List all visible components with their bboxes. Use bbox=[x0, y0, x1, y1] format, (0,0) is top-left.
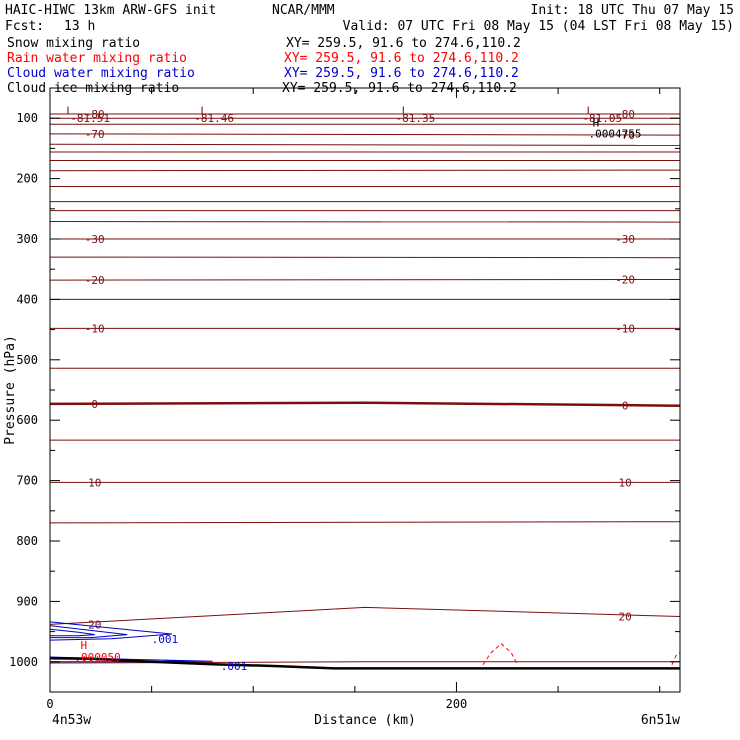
y-tick-label: 600 bbox=[16, 413, 38, 427]
contour-annotation: H bbox=[593, 116, 600, 129]
rain-water-contour bbox=[671, 652, 681, 666]
isotherm-label: 0 bbox=[91, 398, 98, 411]
x-tick-label: 200 bbox=[446, 697, 468, 711]
isotherm-label: -20 bbox=[85, 274, 105, 287]
isotherm-label: -30 bbox=[615, 233, 635, 246]
contour-annotation: .001 bbox=[221, 660, 248, 673]
isotherm-label: -10 bbox=[615, 322, 635, 335]
y-tick-label: 500 bbox=[16, 353, 38, 367]
isotherm-label: 20 bbox=[88, 618, 101, 631]
isotherm-line bbox=[49, 521, 681, 524]
isotherm-line bbox=[49, 133, 681, 136]
isotherm-label: -30 bbox=[85, 233, 105, 246]
contour-annotation: -81.51 bbox=[70, 112, 110, 125]
y-tick-label: 800 bbox=[16, 534, 38, 548]
contour-annotation: L bbox=[66, 104, 73, 117]
rain-water-contour bbox=[482, 643, 518, 666]
x-tick-label: 0 bbox=[46, 697, 53, 711]
isotherm-line bbox=[49, 401, 681, 407]
forecast-hour: 13 h bbox=[64, 19, 95, 34]
contour-annotation: .0004755 bbox=[589, 127, 642, 140]
y-tick-label: 1000 bbox=[9, 655, 38, 669]
contour-annotation: L bbox=[402, 104, 409, 117]
plot-frame bbox=[49, 87, 681, 693]
y-axis-label: Pressure (hPa) bbox=[3, 335, 18, 445]
field-name-rain: Rain water mixing ratio bbox=[7, 51, 187, 66]
y-tick-label: 200 bbox=[16, 172, 38, 186]
y-tick-label: 900 bbox=[16, 594, 38, 608]
field-name-snow: Snow mixing ratio bbox=[7, 36, 140, 51]
isotherm-label: -70 bbox=[85, 128, 105, 141]
contour-annotation: -81.35 bbox=[395, 112, 435, 125]
init-time: Init: 18 UTC Thu 07 May 15 bbox=[531, 3, 735, 18]
cloud-water-contour bbox=[49, 621, 172, 641]
isotherm-line bbox=[49, 143, 681, 146]
isotherm-line bbox=[49, 256, 681, 259]
isotherm-line bbox=[49, 169, 681, 172]
field-xy-snow: XY= 259.5, 91.6 to 274.6,110.2 bbox=[286, 36, 521, 51]
contour-annotation: .000050 bbox=[74, 651, 120, 664]
x-endpoint-right: 6n51w bbox=[641, 713, 680, 728]
forecast-label: Fcst: bbox=[5, 19, 44, 34]
isotherm-label: -70 bbox=[615, 129, 635, 142]
x-endpoint-left: 4n53w bbox=[52, 713, 91, 728]
contour-annotation: -81.46 bbox=[194, 112, 234, 125]
contour-annotation: H bbox=[80, 639, 87, 652]
plot-area: -80 -80-70 -70-30 -30-20 -20-10 -100 010 102020… bbox=[49, 104, 681, 673]
isotherm-label: -10 bbox=[85, 322, 105, 335]
isotherm-label: 10 bbox=[619, 476, 632, 489]
center-label: NCAR/MMM bbox=[272, 3, 335, 18]
cloud-water-contour bbox=[49, 628, 95, 637]
x-axis-label: Distance (km) bbox=[314, 713, 416, 728]
chart-title: HAIC-HIWC 13km ARW-GFS init bbox=[5, 3, 216, 18]
isotherm-line bbox=[49, 279, 681, 281]
terrain-line bbox=[49, 656, 680, 670]
y-tick-label: 300 bbox=[16, 232, 38, 246]
cloud-water-contour bbox=[49, 625, 128, 639]
contour-annotation: L bbox=[587, 104, 594, 117]
isotherm-line bbox=[49, 606, 681, 625]
contour-annotation: -81.05 bbox=[582, 112, 622, 125]
isotherm-label: -20 bbox=[615, 273, 635, 286]
field-xy-rain: XY= 259.5, 91.6 to 274.6,110.2 bbox=[284, 51, 519, 66]
y-tick-label: 100 bbox=[16, 111, 38, 125]
isotherm-label: 20 bbox=[619, 611, 632, 624]
isotherm-label: 10 bbox=[88, 476, 101, 489]
isotherm-label: 0 bbox=[622, 400, 629, 413]
valid-time: Valid: 07 UTC Fri 08 May 15 (04 LST Fri … bbox=[343, 19, 734, 34]
field-name-cloud-water: Cloud water mixing ratio bbox=[7, 66, 195, 81]
field-xy-cloud-water: XY= 259.5, 91.6 to 274.6,110.2 bbox=[284, 66, 519, 81]
y-tick-label: 700 bbox=[16, 474, 38, 488]
y-tick-label: 400 bbox=[16, 292, 38, 306]
contour-annotation: .001 bbox=[152, 633, 179, 646]
contour-annotation: L bbox=[200, 104, 207, 117]
isotherm-line bbox=[49, 221, 681, 223]
